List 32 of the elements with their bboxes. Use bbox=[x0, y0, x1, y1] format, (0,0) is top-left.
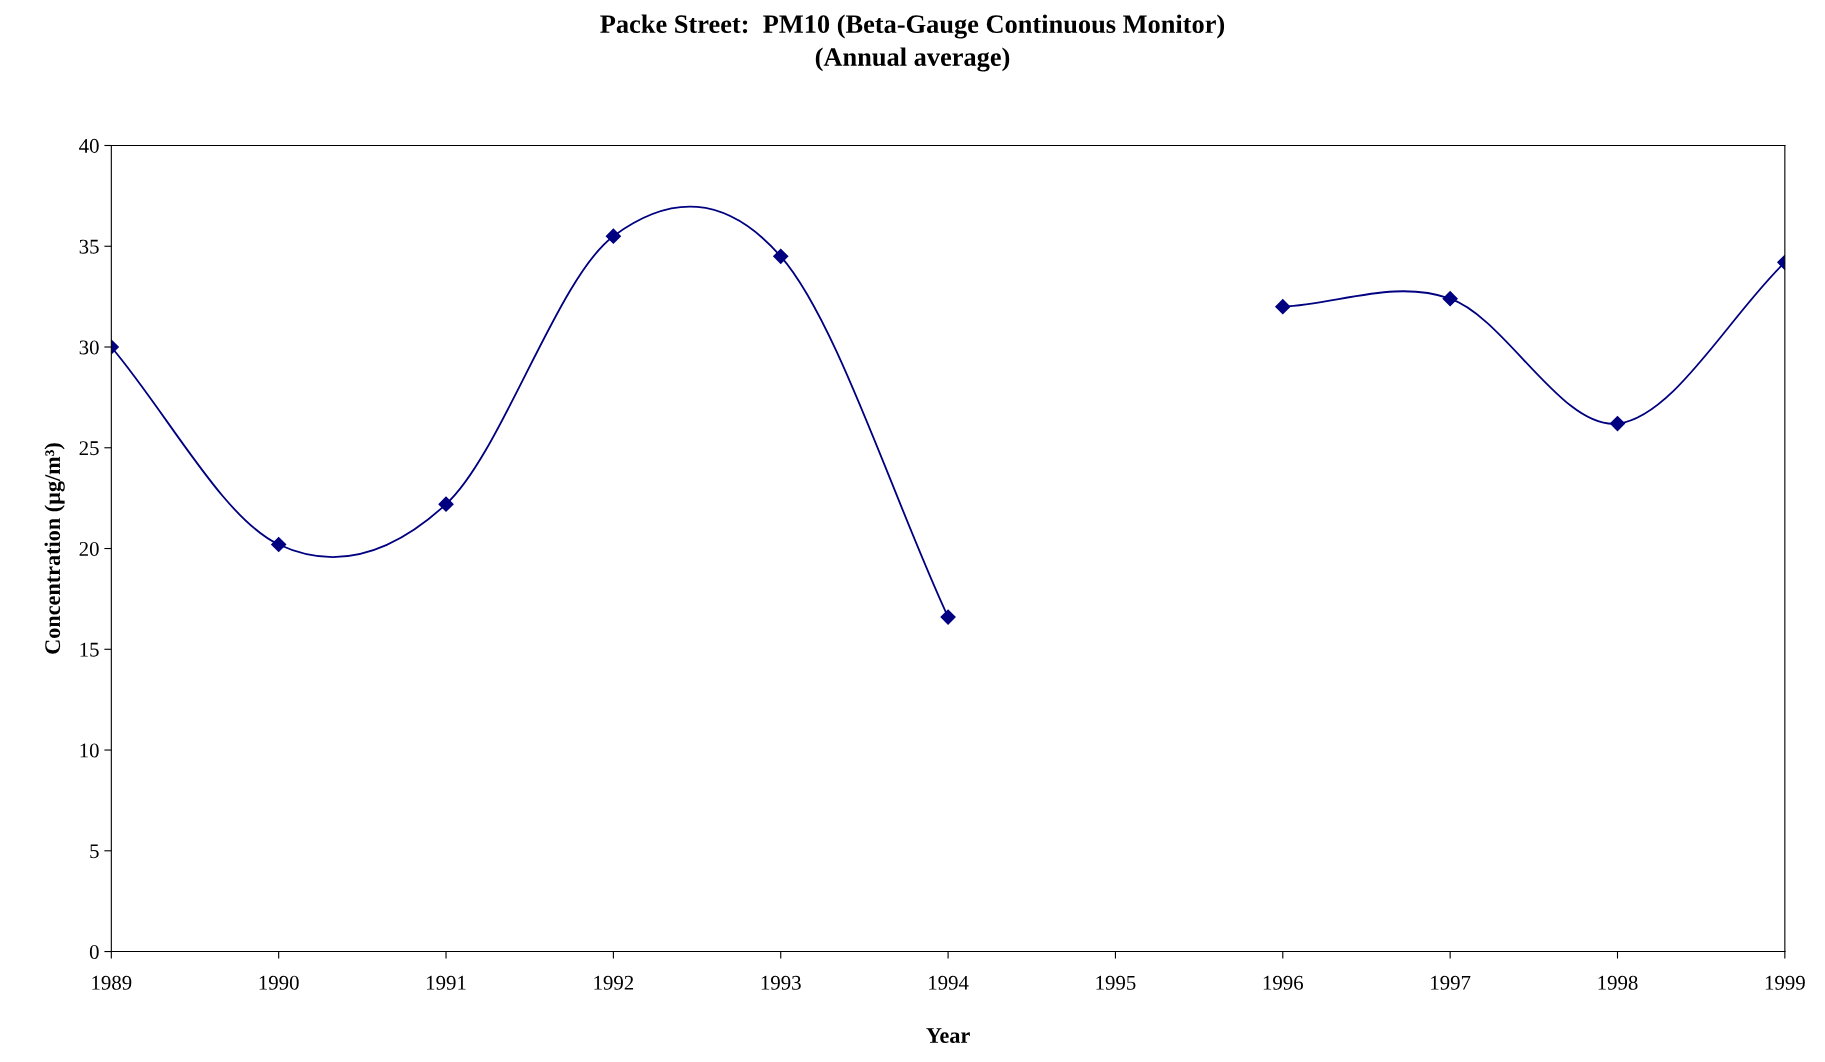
x-tick-label: 1997 bbox=[1431, 975, 1471, 990]
x-tick-label: 1998 bbox=[1598, 975, 1638, 990]
y-tick-label: 5 bbox=[90, 844, 99, 859]
x-tick-label: 1990 bbox=[259, 975, 299, 990]
x-tick-label: 1993 bbox=[761, 975, 801, 990]
point bbox=[1275, 299, 1291, 315]
y-tick-label: 0 bbox=[89, 944, 99, 959]
x-tick-label: 1992 bbox=[594, 975, 634, 990]
y-tick-label: 25 bbox=[79, 441, 99, 456]
point bbox=[1442, 291, 1458, 307]
point bbox=[605, 228, 621, 244]
y-tick-label: 15 bbox=[80, 642, 99, 657]
chart-subtitle: (Annual average) bbox=[815, 47, 1010, 72]
chart-title: Packe Street: PM10 (Beta-Gauge Continuous Monitor) bbox=[600, 14, 1225, 39]
y-tick-label: 40 bbox=[79, 138, 99, 153]
point bbox=[271, 536, 287, 553]
point bbox=[773, 248, 789, 264]
y-tick-label: 30 bbox=[79, 340, 99, 355]
x-axis-title: Year bbox=[926, 1028, 970, 1044]
x-tick-label: 1995 bbox=[1096, 975, 1136, 990]
point bbox=[1609, 416, 1626, 432]
y-tick-label: 35 bbox=[79, 239, 99, 254]
point bbox=[940, 609, 956, 625]
x-tick-label: 1989 bbox=[92, 975, 132, 990]
x-tick-label: 1991 bbox=[427, 975, 466, 990]
y-tick-label: 10 bbox=[80, 743, 99, 758]
point bbox=[438, 496, 454, 512]
x-tick-label: 1996 bbox=[1263, 975, 1303, 990]
y-tick-label: 20 bbox=[79, 541, 99, 556]
x-tick-label: 1994 bbox=[929, 975, 969, 990]
x-tick-label: 1999 bbox=[1765, 975, 1805, 990]
y-axis-title: Concentration (µg/m³) bbox=[44, 443, 65, 654]
